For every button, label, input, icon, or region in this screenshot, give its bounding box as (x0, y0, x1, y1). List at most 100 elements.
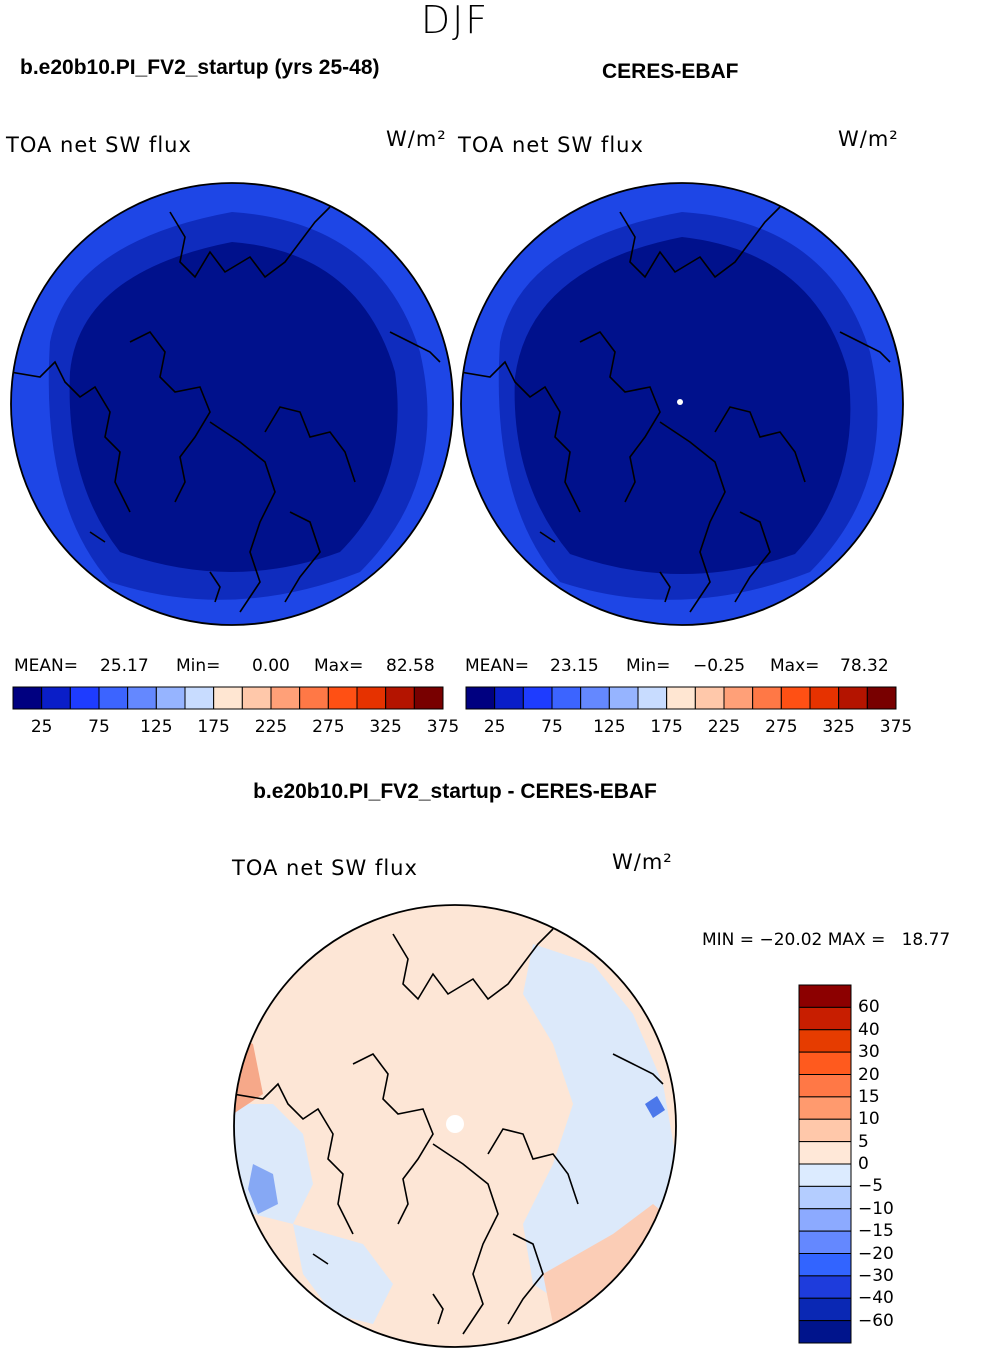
colorbar-tick-label: −60 (858, 1310, 894, 1331)
panel2-map (460, 182, 904, 626)
panel2-case-title: CERES-EBAF (602, 60, 739, 83)
diff-title: b.e20b10.PI_FV2_startup - CERES-EBAF (253, 780, 657, 803)
panel1-units: W/m² (386, 127, 447, 151)
panel2-max-value: 78.32 (840, 656, 889, 676)
colorbar-tick-label: 125 (140, 717, 173, 737)
colorbar-swatch (798, 1163, 852, 1187)
colorbar-swatch (494, 686, 524, 710)
panel1-coastlines (11, 206, 441, 613)
colorbar-swatch (798, 1208, 852, 1232)
colorbar-swatch (798, 1297, 852, 1322)
panel2-pole-missing (677, 399, 683, 405)
colorbar-tick-label: 15 (858, 1086, 880, 1107)
panel2-colorbar (465, 686, 897, 710)
panel2-max-label: Max= (770, 656, 820, 676)
colorbar-tick-label: 5 (858, 1131, 869, 1152)
colorbar-tick-label: 325 (822, 717, 855, 737)
colorbar-swatch (798, 1253, 852, 1277)
colorbar-swatch (385, 686, 415, 710)
colorbar-tick-label: 25 (30, 717, 53, 737)
colorbar-tick-label: 375 (879, 717, 913, 737)
panel1-min-label: Min= (176, 656, 221, 676)
colorbar-swatch (413, 686, 444, 710)
colorbar-swatch (798, 1029, 852, 1053)
colorbar-tick-label: −20 (858, 1243, 894, 1264)
colorbar-swatch (522, 686, 553, 710)
diff-field-neg-strong (248, 1164, 278, 1214)
colorbar-swatch (327, 686, 358, 710)
colorbar-swatch (127, 686, 157, 710)
panel1-min-value: 0.00 (252, 656, 290, 676)
colorbar-tick-label: 40 (858, 1019, 880, 1040)
colorbar-swatch (41, 686, 71, 710)
colorbar-swatch (798, 1275, 852, 1299)
colorbar-swatch (838, 686, 868, 710)
colorbar-tick-label: 175 (197, 717, 230, 737)
colorbar-swatch (666, 686, 696, 710)
season-title: DJF (420, 0, 490, 42)
colorbar-swatch (12, 686, 43, 710)
panel2-units: W/m² (838, 127, 899, 151)
panel2-variable-label: TOA net SW flux (458, 133, 644, 157)
colorbar-swatch (798, 1141, 852, 1165)
diff-field-pos-se (543, 1204, 676, 1324)
panel1-max-label: Max= (314, 656, 364, 676)
colorbar-swatch (69, 686, 100, 710)
colorbar-swatch (866, 686, 897, 710)
colorbar-swatch (98, 686, 129, 710)
panel2-mean-label: MEAN= (465, 656, 529, 676)
colorbar-tick-label: 225 (254, 717, 288, 737)
colorbar-swatch (580, 686, 610, 710)
colorbar-swatch (694, 686, 725, 710)
colorbar-swatch (723, 686, 754, 710)
diff-field-neg-region-south (293, 1224, 393, 1324)
colorbar-tick-label: 75 (88, 717, 110, 737)
colorbar-tick-label: 225 (707, 717, 741, 737)
diff-map (233, 904, 677, 1348)
colorbar-tick-label: 325 (369, 717, 402, 737)
panel2-min-value: −0.25 (693, 656, 746, 676)
colorbar-tick-label: 30 (858, 1042, 880, 1063)
colorbar-swatch (155, 686, 186, 710)
colorbar-swatch (270, 686, 301, 710)
colorbar-swatch (184, 686, 215, 710)
colorbar-swatch (608, 686, 639, 710)
colorbar-tick-label: 275 (765, 717, 798, 737)
colorbar-swatch (637, 686, 668, 710)
colorbar-swatch (798, 984, 852, 1008)
colorbar-tick-label: 275 (312, 717, 345, 737)
colorbar-tick-label: 20 (858, 1064, 880, 1085)
colorbar-swatch (798, 1006, 852, 1031)
colorbar-tick-label: −5 (858, 1176, 884, 1197)
colorbar-tick-label: −30 (858, 1265, 894, 1286)
panel2-coastlines (461, 206, 891, 613)
colorbar-swatch (752, 686, 782, 710)
colorbar-swatch (213, 686, 243, 710)
diff-colorbar (798, 984, 852, 1344)
colorbar-tick-label: 0 (858, 1154, 869, 1174)
colorbar-tick-label: −15 (858, 1221, 894, 1242)
diff-minmax: MIN = −20.02 MAX = 18.77 (702, 930, 951, 950)
colorbar-swatch (356, 686, 387, 710)
colorbar-swatch (798, 1118, 852, 1143)
panel2-mean-value: 23.15 (550, 656, 599, 676)
panel1-colorbar (12, 686, 444, 710)
colorbar-swatch (798, 1230, 852, 1254)
diff-units: W/m² (612, 850, 673, 874)
colorbar-tick-label: −40 (858, 1288, 894, 1309)
colorbar-swatch (798, 1051, 852, 1075)
diff-variable-label: TOA net SW flux (232, 856, 418, 880)
panel1-max-value: 82.58 (386, 656, 435, 676)
panel1-variable-label: TOA net SW flux (6, 133, 192, 157)
colorbar-tick-label: 175 (650, 717, 683, 737)
colorbar-swatch (299, 686, 329, 710)
panel1-mean-label: MEAN= (14, 656, 78, 676)
diff-pole-missing (446, 1115, 464, 1133)
diff-field-neg-spot (645, 1096, 665, 1118)
colorbar-swatch (809, 686, 840, 710)
colorbar-swatch (798, 1074, 852, 1098)
colorbar-tick-label: 125 (593, 717, 626, 737)
colorbar-swatch (780, 686, 811, 710)
colorbar-tick-label: 75 (541, 717, 563, 737)
panel1-map (10, 182, 454, 626)
